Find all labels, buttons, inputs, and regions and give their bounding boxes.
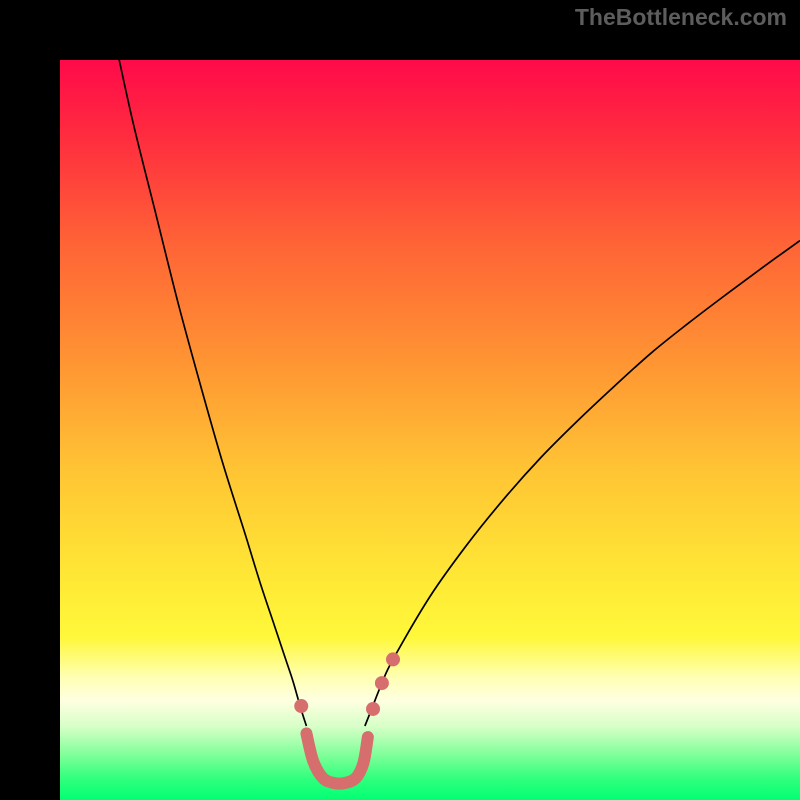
valley-marker-dot bbox=[294, 699, 308, 713]
left-curve bbox=[119, 60, 306, 726]
plot-area bbox=[60, 60, 800, 800]
valley-marker-dot bbox=[366, 702, 380, 716]
watermark-text: TheBottleneck.com bbox=[575, 4, 787, 31]
valley-marker-dots bbox=[294, 652, 400, 716]
valley-marker-bar bbox=[306, 733, 367, 783]
outer-frame bbox=[0, 0, 800, 800]
valley-marker-dot bbox=[386, 652, 400, 666]
curves-layer bbox=[60, 60, 800, 800]
valley-marker-dot bbox=[375, 676, 389, 690]
right-curve bbox=[365, 241, 800, 726]
